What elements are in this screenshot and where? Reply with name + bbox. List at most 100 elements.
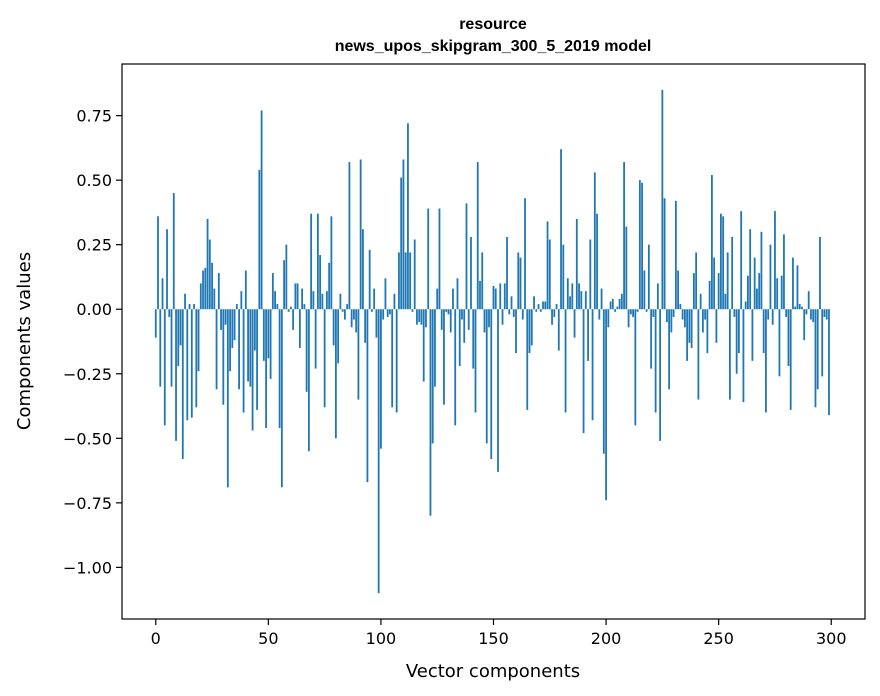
bar-288 [803, 309, 806, 341]
bar-125 [436, 288, 439, 310]
bar-179 [557, 309, 560, 351]
bar-101 [382, 309, 385, 320]
x-tick-label: 200 [591, 629, 622, 648]
bar-97 [373, 288, 376, 310]
bar-120 [425, 309, 427, 328]
bar-243 [701, 309, 704, 333]
bar-249 [715, 309, 718, 343]
bar-115 [413, 239, 416, 310]
bar-217 [643, 270, 646, 310]
bar-21 [202, 270, 204, 310]
bar-143 [476, 162, 479, 310]
bar-160 [515, 309, 517, 354]
bar-215 [638, 180, 641, 310]
bar-51 [269, 309, 272, 379]
bar-45 [256, 309, 258, 410]
bar-200 [605, 309, 607, 501]
bar-241 [697, 309, 700, 400]
bar-230 [672, 309, 675, 317]
y-axis: −1.00 −0.75 −0.50 −0.25 0.00 0.25 0.50 0.75 [63, 107, 122, 577]
bar-124 [434, 309, 436, 387]
bar-154 [501, 309, 504, 325]
bar-77 [328, 262, 331, 310]
bar-174 [546, 221, 549, 310]
bar-117 [418, 309, 421, 323]
bar-31 [224, 309, 227, 325]
bar-187 [575, 218, 578, 310]
bar-296 [821, 309, 824, 377]
bar-104 [389, 309, 391, 315]
bar-14 [186, 309, 189, 421]
bar-3 [161, 278, 164, 310]
bar-8 [172, 193, 175, 310]
bar-0 [154, 309, 157, 338]
bar-135 [458, 309, 461, 367]
bar-198 [600, 288, 603, 310]
bar-38 [240, 291, 243, 310]
bar-158 [510, 296, 513, 310]
bar-223 [656, 283, 659, 310]
bar-113 [409, 252, 412, 310]
bar-15 [188, 304, 191, 310]
bar-245 [706, 309, 709, 354]
bar-20 [199, 283, 202, 310]
bar-152 [497, 309, 499, 472]
y-tick-label: 0.00 [76, 300, 112, 319]
bar-156 [506, 236, 508, 310]
bar-210 [627, 309, 630, 328]
bar-147 [485, 309, 488, 444]
bar-294 [816, 309, 819, 390]
bar-137 [463, 309, 466, 343]
bar-110 [402, 159, 405, 310]
bar-192 [587, 309, 589, 361]
bar-55 [278, 309, 281, 428]
y-tick-label: 0.50 [76, 171, 112, 190]
bar-37 [238, 309, 240, 390]
bar-279 [783, 234, 785, 310]
bar-9 [175, 309, 177, 441]
bar-79 [332, 309, 335, 346]
bar-190 [582, 309, 585, 434]
bar-199 [602, 309, 605, 454]
bar-283 [792, 257, 794, 310]
bar-116 [416, 309, 418, 325]
bar-266 [753, 257, 756, 310]
bar-71 [314, 309, 317, 369]
bar-208 [623, 162, 625, 310]
bar-165 [526, 309, 529, 410]
bar-237 [688, 309, 691, 343]
bar-222 [654, 309, 657, 413]
bar-30 [222, 309, 225, 405]
bar-257 [733, 309, 736, 317]
bar-189 [580, 291, 583, 310]
x-tick-label: 50 [258, 629, 278, 648]
bar-275 [774, 211, 776, 310]
bar-254 [726, 252, 729, 310]
bar-202 [609, 301, 612, 310]
bar-42 [249, 309, 252, 387]
bar-284 [794, 306, 797, 310]
bar-286 [798, 304, 801, 310]
bar-100 [380, 309, 382, 449]
bar-27 [215, 309, 218, 390]
bar-267 [756, 288, 758, 310]
bar-201 [607, 309, 610, 328]
bar-58 [285, 244, 288, 310]
chart-title-line-1: resource [459, 16, 527, 33]
bar-272 [767, 309, 770, 320]
bar-36 [235, 304, 238, 310]
x-tick-label: 250 [703, 629, 734, 648]
bar-81 [337, 309, 340, 364]
bar-211 [629, 309, 632, 315]
bar-148 [488, 309, 490, 328]
bar-282 [789, 309, 792, 410]
bar-28 [217, 273, 220, 310]
bar-70 [312, 291, 315, 310]
bar-74 [321, 293, 324, 310]
bar-109 [400, 177, 403, 310]
bar-128 [443, 309, 445, 405]
bar-18 [195, 309, 198, 408]
bar-23 [206, 218, 209, 310]
bar-102 [384, 278, 387, 310]
